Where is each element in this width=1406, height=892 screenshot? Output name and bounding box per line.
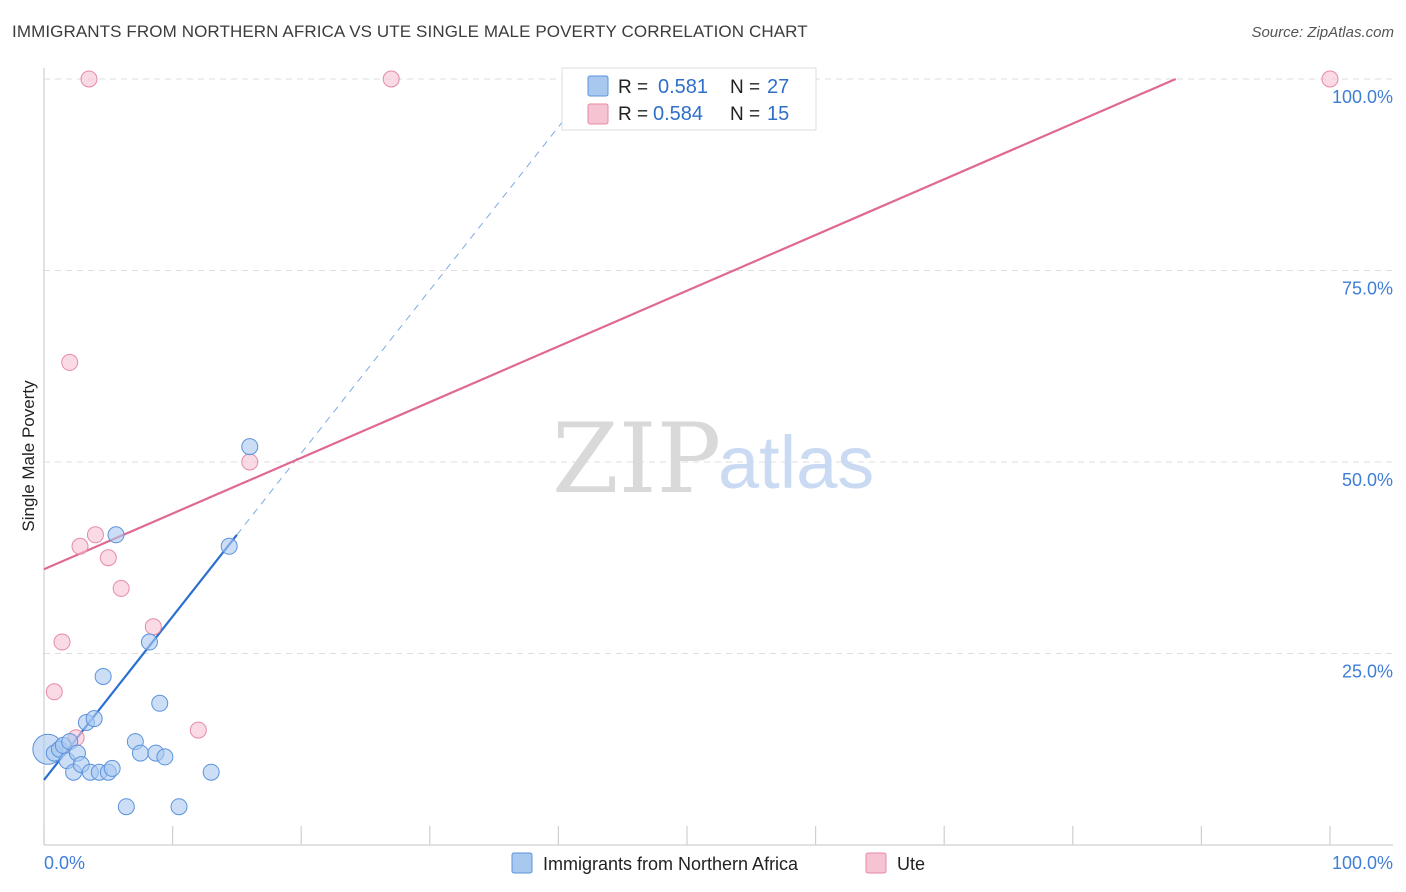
- point-ute: [189, 721, 207, 739]
- y-tick-label: 100.0%: [1332, 87, 1393, 107]
- point-ute: [382, 70, 400, 88]
- point-northern-africa: [151, 694, 169, 712]
- legend-r-value-1: 0.581: [658, 76, 708, 98]
- series-legend-label-blue: Immigrants from Northern Africa: [543, 854, 799, 874]
- y-tick-label: 50.0%: [1342, 470, 1393, 490]
- legend-n-label-2: N =: [730, 104, 760, 125]
- point-northern-africa: [85, 710, 103, 728]
- point-ute: [112, 579, 130, 597]
- point-northern-africa: [220, 537, 238, 555]
- legend-n-value-1: 27: [767, 76, 789, 98]
- points-layer: [32, 70, 1339, 816]
- watermark-zip: ZIP: [552, 403, 721, 515]
- legend-r-label-1: R =: [618, 77, 648, 98]
- trendline-blue-extension: [236, 94, 585, 536]
- axes-layer: [43, 68, 1393, 846]
- y-tick-label: 75.0%: [1342, 279, 1393, 299]
- point-ute: [144, 618, 162, 636]
- legend-r-value-2: 0.584: [653, 103, 703, 125]
- series-legend-swatch-blue: [511, 852, 533, 874]
- x-tick-label-min: 0.0%: [44, 853, 85, 873]
- point-northern-africa: [170, 798, 188, 816]
- legend-n-value-2: 15: [767, 103, 789, 125]
- point-northern-africa: [117, 798, 135, 816]
- point-ute: [61, 353, 79, 371]
- x-tick-label-max: 100.0%: [1332, 853, 1393, 873]
- legend-swatch-pink: [587, 103, 609, 125]
- point-northern-africa: [107, 526, 125, 544]
- point-northern-africa: [131, 744, 149, 762]
- point-northern-africa: [103, 759, 121, 777]
- trendline-pink: [43, 77, 1177, 571]
- y-tick-label: 25.0%: [1342, 662, 1393, 682]
- point-ute: [45, 683, 63, 701]
- legend-swatch-blue: [587, 75, 609, 97]
- point-ute: [86, 526, 104, 544]
- point-northern-africa: [140, 633, 158, 651]
- series-legend-label-pink: Ute: [897, 854, 925, 874]
- point-ute: [71, 537, 89, 555]
- point-ute: [80, 70, 98, 88]
- point-northern-africa: [202, 763, 220, 781]
- series-legend: Immigrants from Northern Africa Ute: [511, 852, 925, 874]
- point-ute: [53, 633, 71, 651]
- watermark-atlas: atlas: [718, 421, 874, 504]
- point-ute: [99, 549, 117, 567]
- point-northern-africa: [156, 748, 174, 766]
- watermark: ZIP atlas: [552, 403, 874, 515]
- series-legend-swatch-pink: [865, 852, 887, 874]
- chart-source: Source: ZipAtlas.com: [1251, 24, 1394, 41]
- y-axis-title: Single Male Poverty: [19, 380, 38, 532]
- point-northern-africa: [94, 667, 112, 685]
- point-ute: [1321, 70, 1339, 88]
- legend-r-label-2: R =: [618, 104, 648, 125]
- grid-layer: 25.0% 50.0% 75.0% 100.0%: [44, 78, 1393, 682]
- chart-title: IMMIGRANTS FROM NORTHERN AFRICA VS UTE S…: [12, 22, 808, 41]
- point-ute: [241, 453, 259, 471]
- stats-legend: R = 0.581 N = 27 R = 0.584 N = 15: [561, 67, 817, 131]
- legend-n-label-1: N =: [730, 77, 760, 98]
- point-northern-africa: [241, 438, 259, 456]
